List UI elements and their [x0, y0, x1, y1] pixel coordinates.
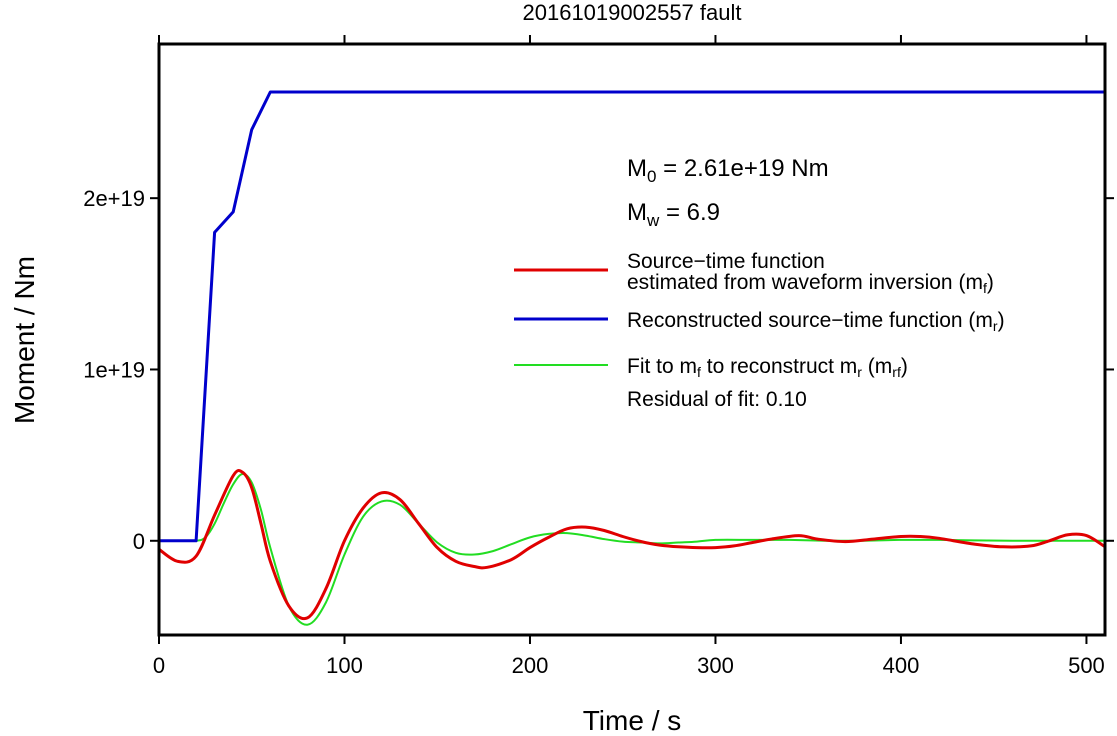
legend-subscript: r	[993, 318, 998, 334]
series-reconstructed	[159, 90, 1105, 543]
series-layer	[159, 90, 1105, 626]
legend-subscript: rf	[892, 364, 901, 380]
m0-subscript: 0	[647, 167, 656, 186]
mw-symbol: M	[627, 199, 647, 226]
legend-text-part: Reconstructed source−time function (m	[627, 309, 993, 332]
legend-text-part: )	[987, 271, 994, 294]
x-tick-label: 100	[326, 653, 363, 678]
legend-text-part: )	[901, 355, 908, 378]
x-tick-label: 300	[697, 653, 734, 678]
m0-annotation: M0 = 2.61e+19 Nm	[627, 155, 829, 186]
x-tick-label: 200	[512, 653, 549, 678]
m0-value: = 2.61e+19 Nm	[656, 155, 828, 182]
legend: Source−time function estimated from wave…	[514, 250, 1005, 411]
y-tick-label: 0	[133, 529, 145, 554]
m0-symbol: M	[627, 155, 647, 182]
x-axis-label: Time / s	[583, 705, 682, 736]
mw-annotation: Mw = 6.9	[627, 199, 720, 230]
legend-label-fit: Fit to mf to reconstruct mr (mrf)	[627, 355, 908, 380]
legend-text-part: Fit to m	[627, 355, 697, 378]
legend-label-reconstructed: Reconstructed source−time function (mr)	[627, 309, 1005, 334]
legend-text-part: (m	[862, 355, 892, 378]
mw-subscript: w	[646, 211, 660, 230]
residual-annotation: Residual of fit: 0.10	[627, 388, 807, 411]
series-source-time-function	[159, 469, 1105, 621]
mw-value: = 6.9	[659, 199, 720, 226]
legend-subscript: f	[697, 364, 701, 380]
legend-label-source-time-line1: Source−time function	[627, 250, 825, 273]
series-fit	[159, 472, 1105, 626]
y-axis-label: Moment / Nm	[9, 256, 40, 424]
legend-label-source-time-line2: estimated from waveform inversion (mf)	[627, 271, 994, 296]
x-tick-label: 0	[153, 653, 165, 678]
legend-subscript: f	[983, 280, 987, 296]
y-tick-label: 1e+19	[83, 357, 145, 382]
chart-title: 20161019002557 fault	[523, 0, 742, 25]
x-tick-label: 400	[883, 653, 920, 678]
y-tick-label: 2e+19	[83, 186, 145, 211]
legend-text-part: estimated from waveform inversion (m	[627, 271, 983, 294]
legend-subscript: r	[857, 364, 862, 380]
x-tick-label: 500	[1068, 653, 1105, 678]
legend-text-part: to reconstruct m	[701, 355, 857, 378]
legend-text-part: )	[998, 309, 1005, 332]
tick-layer: 0 100 200 300 400 500 0 1e+19 2e+19	[83, 35, 1114, 678]
plot-frame	[157, 42, 1107, 637]
